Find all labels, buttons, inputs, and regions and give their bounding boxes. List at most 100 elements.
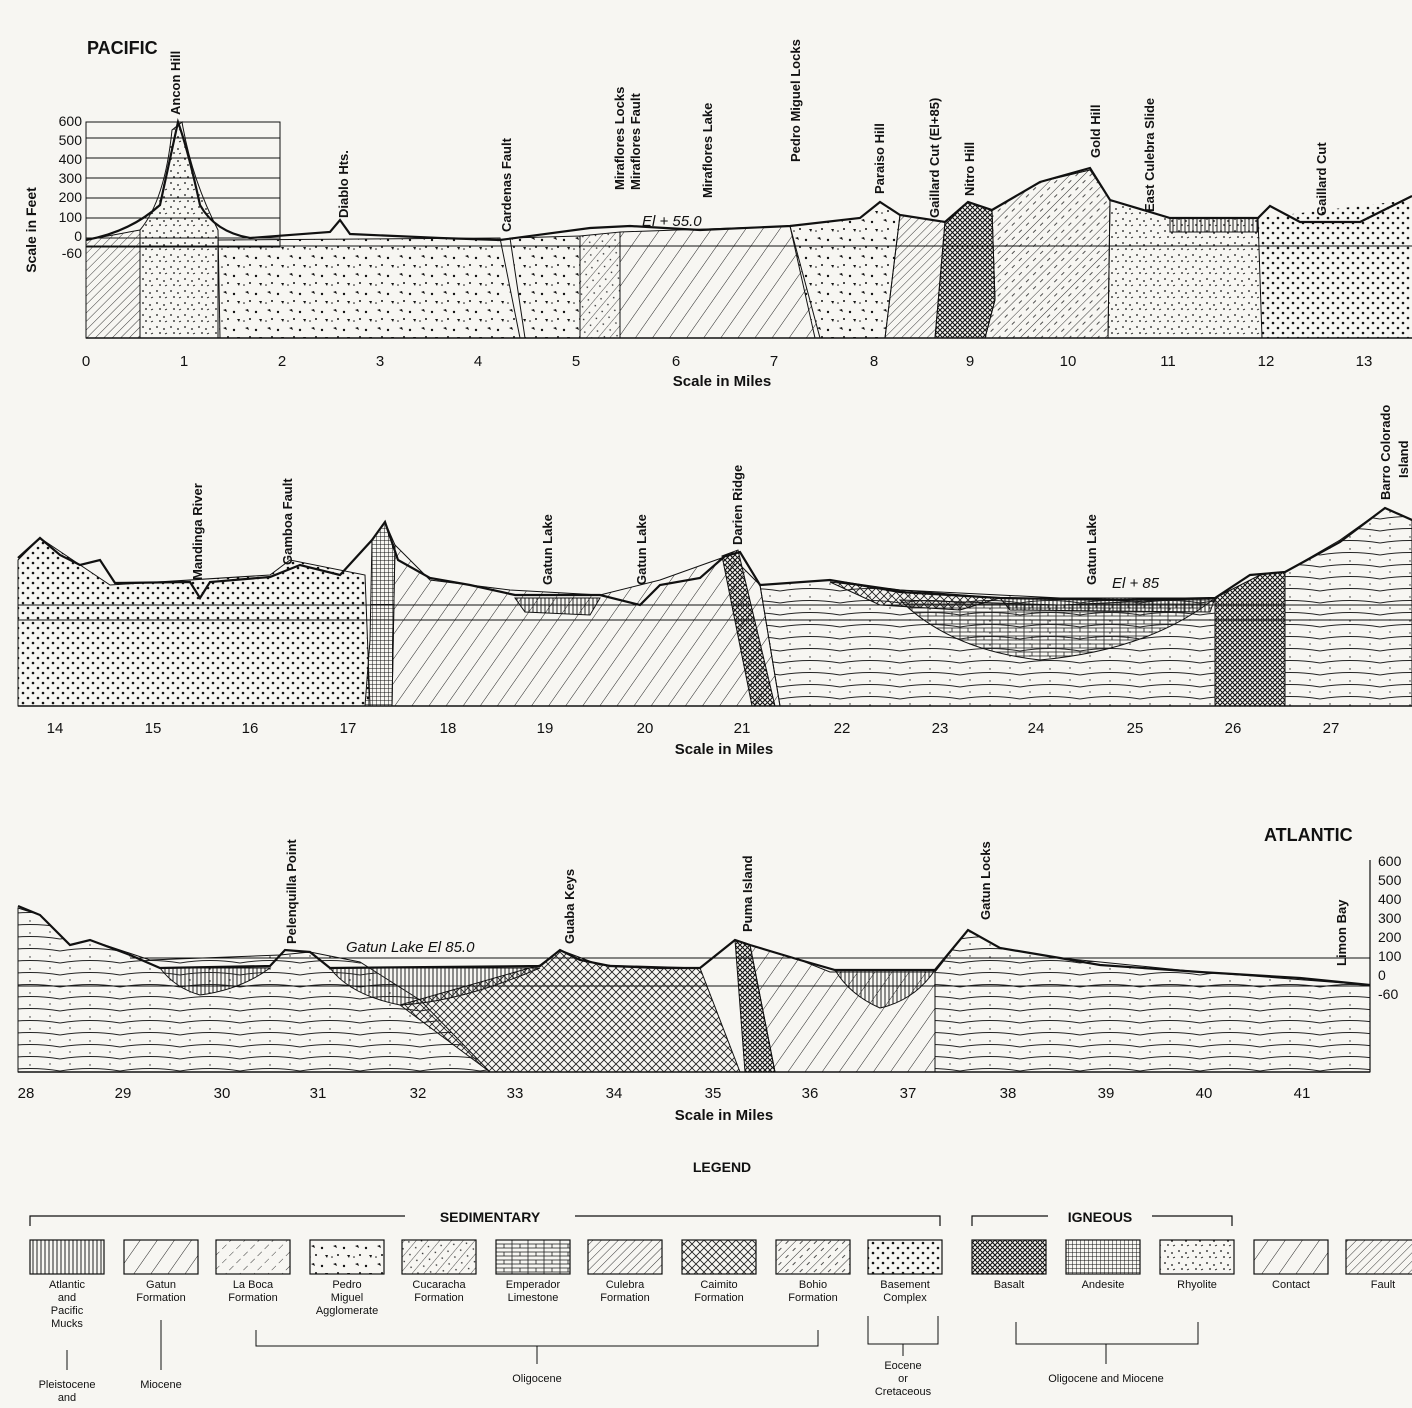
- p2-tick: 14: [47, 720, 64, 737]
- age-pleistocene: Pleistocene: [39, 1379, 96, 1391]
- legend-item-label: Basement: [880, 1279, 930, 1291]
- rscale-300: 300: [1378, 910, 1402, 926]
- p2-tick: 17: [340, 720, 357, 737]
- age-pleistocene-and: and: [58, 1392, 76, 1404]
- legend-item-label: Formation: [788, 1292, 838, 1304]
- label-darien-ridge: Darien Ridge: [730, 465, 745, 545]
- p2-tick: 25: [1127, 720, 1144, 737]
- label-barro-colorado: Barro Colorado: [1378, 405, 1393, 500]
- p2-tick: 15: [145, 720, 162, 737]
- p3-tick: 28: [18, 1085, 35, 1102]
- rscale-600: 600: [1378, 853, 1402, 869]
- age-eocene: Eocene: [884, 1360, 921, 1372]
- vscale-200: 200: [59, 189, 83, 205]
- p1-cardenas-block: [509, 235, 581, 339]
- label-paraiso-hill: Paraiso Hill: [872, 123, 887, 194]
- eocene-bracket: [867, 1316, 939, 1356]
- p3-lake-muck-1: [158, 967, 272, 996]
- legend-item-label: Formation: [228, 1292, 278, 1304]
- vscale-600: 600: [59, 113, 83, 129]
- p3-tick: 31: [310, 1085, 327, 1102]
- rscale-0: 0: [1378, 967, 1386, 983]
- p1-tick: 2: [278, 353, 286, 370]
- p3-gatun-after-puma: [749, 944, 936, 1073]
- p2-tick: 18: [440, 720, 457, 737]
- p1-gold-hill: [984, 169, 1111, 339]
- label-island: Island: [1396, 440, 1411, 478]
- p3-elevation-label: Gatun Lake El 85.0: [346, 939, 475, 956]
- legend: LEGEND SEDIMENTARY IGNEOUS AtlanticandPa…: [29, 1159, 1412, 1404]
- legend-item-label: Atlantic: [49, 1279, 86, 1291]
- label-puma-island: Puma Island: [740, 855, 755, 932]
- p2-gatun-formation: [391, 543, 781, 707]
- p1-tick: 12: [1258, 353, 1275, 370]
- p1-tick: 9: [966, 353, 974, 370]
- p2-barro-colorado: [1284, 507, 1412, 707]
- p3-lake-muck-3: [834, 969, 936, 1009]
- p3-tick: 41: [1294, 1085, 1311, 1102]
- legend-item-label: Andesite: [1082, 1279, 1125, 1291]
- legend-swatch-brick: [495, 1239, 571, 1275]
- p3-tick: 39: [1098, 1085, 1115, 1102]
- p1-tick: 10: [1060, 353, 1077, 370]
- p2-tick: 16: [242, 720, 259, 737]
- age-oligocene-miocene: Oligocene and Miocene: [1048, 1373, 1164, 1385]
- p3-tick: 33: [507, 1085, 524, 1102]
- p3-atlantic-strata: [934, 929, 1371, 1073]
- igneous-label: IGNEOUS: [1068, 1209, 1133, 1225]
- label-pedro-miguel-locks: Pedro Miguel Locks: [788, 39, 803, 162]
- legend-item-label: Formation: [414, 1292, 464, 1304]
- p2-tick: 22: [834, 720, 851, 737]
- p2-lake-muck-2: [514, 597, 601, 616]
- p1-feature-labels: Ancon Hill Diablo Hts. Cardenas Fault Mi…: [168, 39, 1329, 232]
- p3-tick: 30: [214, 1085, 231, 1102]
- age-cretaceous: Cretaceous: [875, 1386, 932, 1398]
- legend-item-label: Limestone: [508, 1292, 559, 1304]
- legend-item: Basalt: [971, 1239, 1047, 1291]
- p1-tick: 13: [1356, 353, 1373, 370]
- legend-item-label: Rhyolite: [1177, 1279, 1217, 1291]
- legend-swatch-fault: [1345, 1239, 1412, 1275]
- p1-miles-axis: 0 1 2 3 4 5 6 7 8 9 10 11 12 13 Scale in…: [82, 353, 1373, 390]
- p3-tick: 40: [1196, 1085, 1213, 1102]
- p1-pedro-block: [579, 231, 621, 339]
- p1-tick: 0: [82, 353, 90, 370]
- legend-item-label: Gatun: [146, 1279, 176, 1291]
- p2-tick: 19: [537, 720, 554, 737]
- legend-item: Contact: [1253, 1239, 1329, 1291]
- label-guaba-keys: Guaba Keys: [562, 869, 577, 944]
- age-oligocene: Oligocene: [512, 1373, 562, 1385]
- p1-tick: 3: [376, 353, 384, 370]
- label-diablo-hts: Diablo Hts.: [336, 150, 351, 218]
- p1-base-dots: [1258, 200, 1410, 338]
- age-or: or: [898, 1373, 908, 1385]
- vscale-300: 300: [59, 170, 83, 186]
- legend-swatch-contact: [1253, 1239, 1329, 1275]
- p3-tick: 34: [606, 1085, 623, 1102]
- legend-swatches: AtlanticandPacificMucksGatunFormationLa …: [29, 1239, 1412, 1330]
- label-nitro-hill: Nitro Hill: [962, 142, 977, 196]
- panel-2-section: El + 85 Mandinga River Gamboa Fault Gatu…: [17, 405, 1412, 758]
- p1-tick: 7: [770, 353, 778, 370]
- p2-feature-labels: Mandinga River Gamboa Fault Gatun Lake G…: [190, 405, 1411, 585]
- legend-swatch-diag-sparse: [123, 1239, 199, 1275]
- p3-tick: 36: [802, 1085, 819, 1102]
- p3-tick: 32: [410, 1085, 427, 1102]
- legend-item-label: Contact: [1272, 1279, 1310, 1291]
- label-gaillard-cut-el85: Gaillard Cut (El+85): [927, 98, 942, 218]
- rscale-200: 200: [1378, 929, 1402, 945]
- vscale-500: 500: [59, 132, 83, 148]
- legend-swatch-vlines: [29, 1239, 105, 1275]
- p2-emperador: [898, 597, 1217, 661]
- vertical-scale-left: 600 500 400 300 200 100 0 -60 Scale in F…: [23, 113, 281, 273]
- p1-tick: 5: [572, 353, 580, 370]
- p2-tick: 26: [1225, 720, 1242, 737]
- panel-3-section: ATLANTIC Gatun Lake El 85.0 600 500 400 …: [17, 825, 1402, 1124]
- p3-feature-labels: Pelenquilla Point Guaba Keys Puma Island…: [284, 839, 1349, 966]
- legend-item-label: Formation: [600, 1292, 650, 1304]
